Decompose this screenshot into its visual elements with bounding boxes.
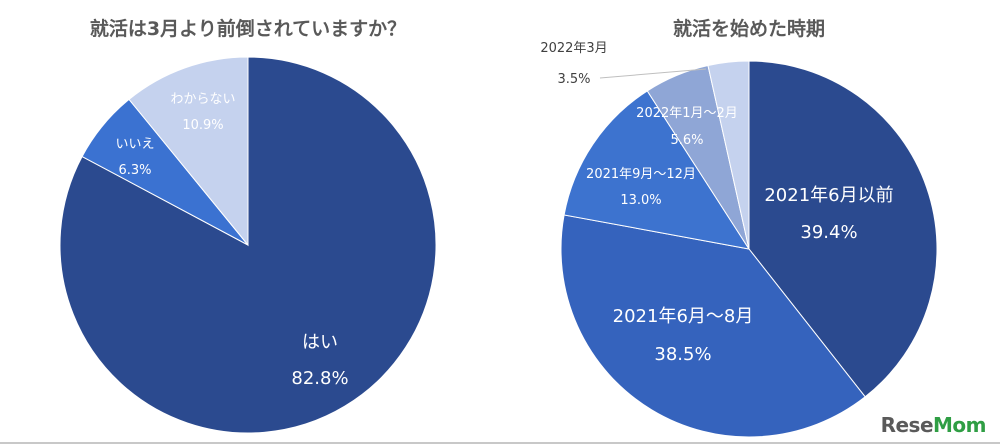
chart2-slice-1 — [560, 214, 866, 438]
chart2-slice-0 — [748, 60, 938, 398]
chart1-value-label-2: 10.9% — [182, 118, 223, 133]
chart2-value-label-0: 39.4% — [800, 222, 857, 243]
chart2-title: 就活を始めた時期 — [673, 17, 825, 40]
pie-chart-1: はい 82.8% いいえ 6.3% わからない 10.9% — [59, 56, 437, 434]
chart2-slice-4 — [707, 60, 750, 250]
chart1-category-label-0: はい — [302, 332, 338, 353]
chart1-title: 就活は3月より前倒されていますか？ — [90, 17, 406, 40]
chart2-category-label-0: 2021年6月以前 — [764, 185, 893, 206]
chart2-category-label-3: 2022年1月～2月 — [636, 106, 738, 121]
chart2-value-label-1: 38.5% — [654, 344, 711, 365]
chart2-value-label-4: 3.5% — [557, 72, 590, 87]
chart2-leader-4 — [599, 68, 707, 79]
chart1-category-label-2: わからない — [170, 92, 235, 107]
bottom-divider — [0, 442, 1000, 444]
chart1-slice-2 — [128, 56, 249, 247]
chart2-category-label-1: 2021年6月～8月 — [613, 306, 754, 327]
chart2-category-label-2: 2021年9月～12月 — [586, 167, 696, 182]
chart2-slice-2 — [563, 90, 751, 250]
chart1-category-label-1: いいえ — [115, 137, 154, 152]
pie-chart-2: 2021年6月以前 39.4% 2021年6月～8月 38.5% 2021年9月～12月… — [540, 41, 938, 438]
chart2-value-label-3: 5.6% — [670, 133, 703, 148]
chart1-value-label-1: 6.3% — [118, 163, 151, 178]
resemom-logo: ReseMom — [880, 413, 987, 437]
chart1-value-label-0: 82.8% — [291, 368, 348, 389]
chart2-category-label-4: 2022年3月 — [540, 41, 607, 56]
chart2-value-label-2: 13.0% — [620, 193, 661, 208]
